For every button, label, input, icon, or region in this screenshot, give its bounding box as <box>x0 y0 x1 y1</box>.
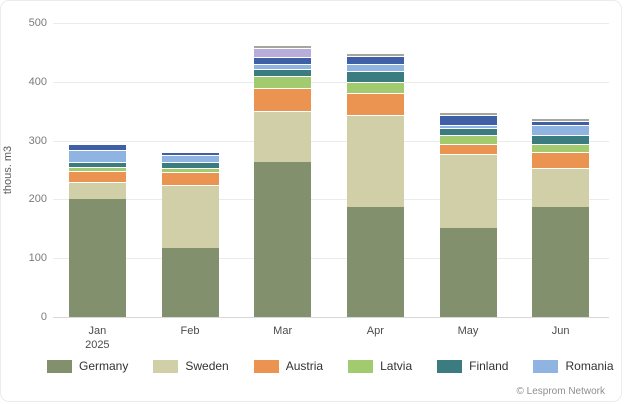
bar-segment-jan-germany <box>68 199 126 317</box>
bar-segment-mar-unlabeled-navy <box>254 56 312 64</box>
legend-swatch-sweden <box>153 359 179 373</box>
legend-label: Austria <box>285 359 324 373</box>
legend: Germany Sweden Austria Latvia Finland Romania <box>47 359 614 373</box>
bar-segment-feb-latvia <box>161 167 219 173</box>
bar-segment-may-unlabeled-gray <box>439 111 497 115</box>
bar-segment-jun-germany <box>532 207 590 317</box>
bar-segment-mar-unlabeled-gray <box>254 44 312 48</box>
legend-swatch-finland <box>437 359 463 373</box>
bar-segment-apr-unlabeled-gray <box>346 52 404 56</box>
x-axis-label-jun: Jun <box>521 324 601 338</box>
gridline-100 <box>53 258 609 260</box>
x-axis-label-month: Feb <box>180 325 200 337</box>
legend-label: Sweden <box>185 359 229 373</box>
legend-swatch-latvia <box>348 359 374 373</box>
bar-segment-jun-finland <box>532 134 590 144</box>
x-axis-label-year: 2025 <box>85 339 110 351</box>
bar-segment-feb-unlabeled-navy <box>161 152 219 156</box>
bar-segment-may-finland <box>439 127 497 135</box>
attribution: © Lesprom Network <box>516 386 605 397</box>
bar-segment-apr-latvia <box>346 81 404 93</box>
bar-segment-mar-unlabeled-purple <box>254 47 312 57</box>
x-axis-label-apr: Apr <box>335 324 415 338</box>
y-tick-label-0: 0 <box>40 311 47 323</box>
bar-segment-apr-sweden <box>346 114 404 208</box>
bar-segment-jan-unlabeled-navy <box>68 144 126 150</box>
y-tick-label-300: 300 <box>28 134 47 147</box>
bar-segment-jan-finland <box>68 162 126 168</box>
bar-segment-apr-germany <box>346 207 404 317</box>
bar-segment-apr-romania <box>346 63 404 71</box>
bar-segment-jun-unlabeled-gray <box>532 117 590 121</box>
x-axis-label-feb: Feb <box>150 324 230 338</box>
legend-item-germany[interactable]: Germany <box>47 359 128 373</box>
bar-segment-mar-latvia <box>254 75 312 88</box>
gridline-400 <box>53 81 609 83</box>
y-tick-label-100: 100 <box>28 252 47 265</box>
bar-segment-feb-finland <box>161 162 219 168</box>
bar-segment-apr-unlabeled-navy <box>346 55 404 64</box>
x-axis-label-mar: Mar <box>243 324 323 338</box>
legend-label: Latvia <box>380 359 413 373</box>
bar-segment-may-sweden <box>439 153 497 229</box>
x-axis-label-jan: Jan 2025 <box>57 324 137 352</box>
legend-label: Romania <box>565 359 614 373</box>
x-axis-label-month: May <box>457 325 479 337</box>
y-axis-title: thous. m3 <box>2 145 14 195</box>
bar-segment-jan-austria <box>68 171 126 182</box>
legend-swatch-germany <box>47 359 72 373</box>
legend-item-finland[interactable]: Finland <box>437 359 508 373</box>
x-axis-label-month: Mar <box>273 325 293 337</box>
bar-segment-mar-romania <box>254 63 312 69</box>
bar-segment-may-germany <box>439 228 497 317</box>
bar-segment-jun-romania <box>532 124 590 135</box>
bar-segment-jun-sweden <box>532 167 590 208</box>
bar-segment-mar-austria <box>254 87 312 111</box>
bar-segment-mar-sweden <box>254 110 312 163</box>
gridline-200 <box>53 199 609 201</box>
x-axis-label-month: Apr <box>366 325 384 337</box>
bar-segment-mar-germany <box>254 162 312 317</box>
bar-segment-may-unlabeled-navy <box>439 114 497 125</box>
legend-label: Finland <box>469 359 509 373</box>
x-axis-label-month: Jun <box>551 325 570 337</box>
legend-label: Germany <box>79 359 129 373</box>
bar-segment-feb-germany <box>161 248 219 317</box>
bar-segment-apr-austria <box>346 92 404 115</box>
gridline-0 <box>53 317 609 318</box>
bar-segment-mar-finland <box>254 68 312 76</box>
bar-segment-jun-unlabeled-navy <box>532 120 590 125</box>
y-tick-label-500: 500 <box>28 17 47 29</box>
bar-segment-jun-latvia <box>532 143 590 153</box>
legend-item-romania[interactable]: Romania <box>533 359 614 373</box>
bar-segment-jan-sweden <box>68 181 126 200</box>
bar-segment-may-austria <box>439 143 497 154</box>
gridline-300 <box>53 140 609 142</box>
legend-item-latvia[interactable]: Latvia <box>348 359 412 373</box>
bar-segment-feb-sweden <box>161 185 219 249</box>
legend-swatch-romania <box>533 359 559 373</box>
bar-segment-jan-romania <box>68 150 126 163</box>
legend-swatch-austria <box>253 359 279 373</box>
bar-segment-jun-austria <box>532 152 590 168</box>
bar-segment-jan-latvia <box>68 167 126 172</box>
bar-segment-may-romania <box>439 124 497 128</box>
bar-segment-may-latvia <box>439 134 497 144</box>
y-tick-label-200: 200 <box>28 193 47 206</box>
bar-segment-apr-finland <box>346 70 404 82</box>
bar-segment-feb-austria <box>161 172 219 186</box>
x-axis-label-month: Jan <box>88 325 107 337</box>
x-axis-label-may: May <box>428 324 508 338</box>
legend-item-austria[interactable]: Austria <box>253 359 324 373</box>
bar-segment-feb-romania <box>161 155 219 163</box>
y-tick-label-400: 400 <box>28 75 47 88</box>
gridline-500 <box>53 23 609 24</box>
legend-item-sweden[interactable]: Sweden <box>153 359 229 373</box>
